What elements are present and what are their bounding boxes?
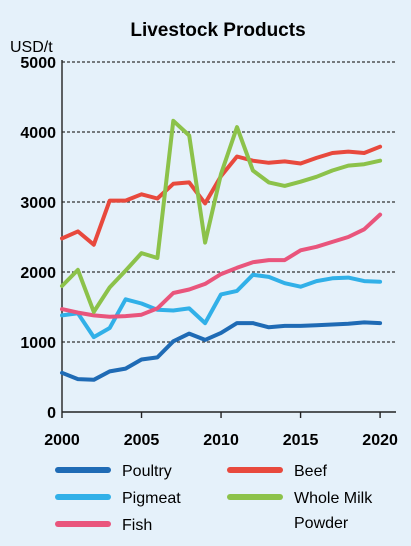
- series-line-beef: [60, 144, 383, 247]
- legend-label-whole-milk-powder: Whole Milk Powder: [294, 490, 373, 532]
- series-line-fish: [60, 212, 383, 319]
- y-axis-unit-label: USD/t: [10, 39, 53, 56]
- legend-label-line: Fish: [122, 517, 152, 534]
- legend-label-line: Pigmeat: [122, 490, 181, 507]
- y-tick-label-1000: 1000: [20, 335, 56, 352]
- x-tick-label-2000: 2000: [44, 432, 80, 449]
- y-tick-label-0: 0: [47, 405, 56, 422]
- legend: Poultry Pigmeat Fish Beef Whole Milk Powder: [55, 463, 373, 534]
- x-tick-label-2015: 2015: [283, 432, 319, 449]
- series-line-poultry: [60, 320, 383, 382]
- legend-label-fish: Fish: [122, 517, 152, 534]
- series-lines: [60, 118, 383, 382]
- x-tick-label-2005: 2005: [124, 432, 160, 449]
- legend-label-pigmeat: Pigmeat: [122, 490, 181, 507]
- y-tick-label-3000: 3000: [20, 195, 56, 212]
- legend-label-beef: Beef: [294, 463, 327, 480]
- axes: [61, 60, 396, 418]
- legend-label-line: Beef: [294, 463, 327, 480]
- legend-label-line: Powder: [294, 515, 349, 532]
- y-tick-label-4000: 4000: [20, 125, 56, 142]
- x-tick-labels: 2000 2005 2010 2015 2020: [44, 432, 398, 449]
- legend-label-line: Poultry: [122, 463, 172, 480]
- y-tick-label-5000: 5000: [20, 55, 56, 72]
- y-tick-label-2000: 2000: [20, 265, 56, 282]
- y-tick-labels: 0 1000 2000 3000 4000 5000: [20, 55, 56, 422]
- x-tick-label-2020: 2020: [362, 432, 398, 449]
- chart-title: Livestock Products: [130, 20, 305, 41]
- legend-label-poultry: Poultry: [122, 463, 172, 480]
- series-line-whole-milk-powder: [60, 118, 383, 314]
- x-tick-label-2010: 2010: [203, 432, 239, 449]
- series-line-pigmeat: [60, 272, 383, 340]
- legend-label-line: Whole Milk: [294, 490, 373, 507]
